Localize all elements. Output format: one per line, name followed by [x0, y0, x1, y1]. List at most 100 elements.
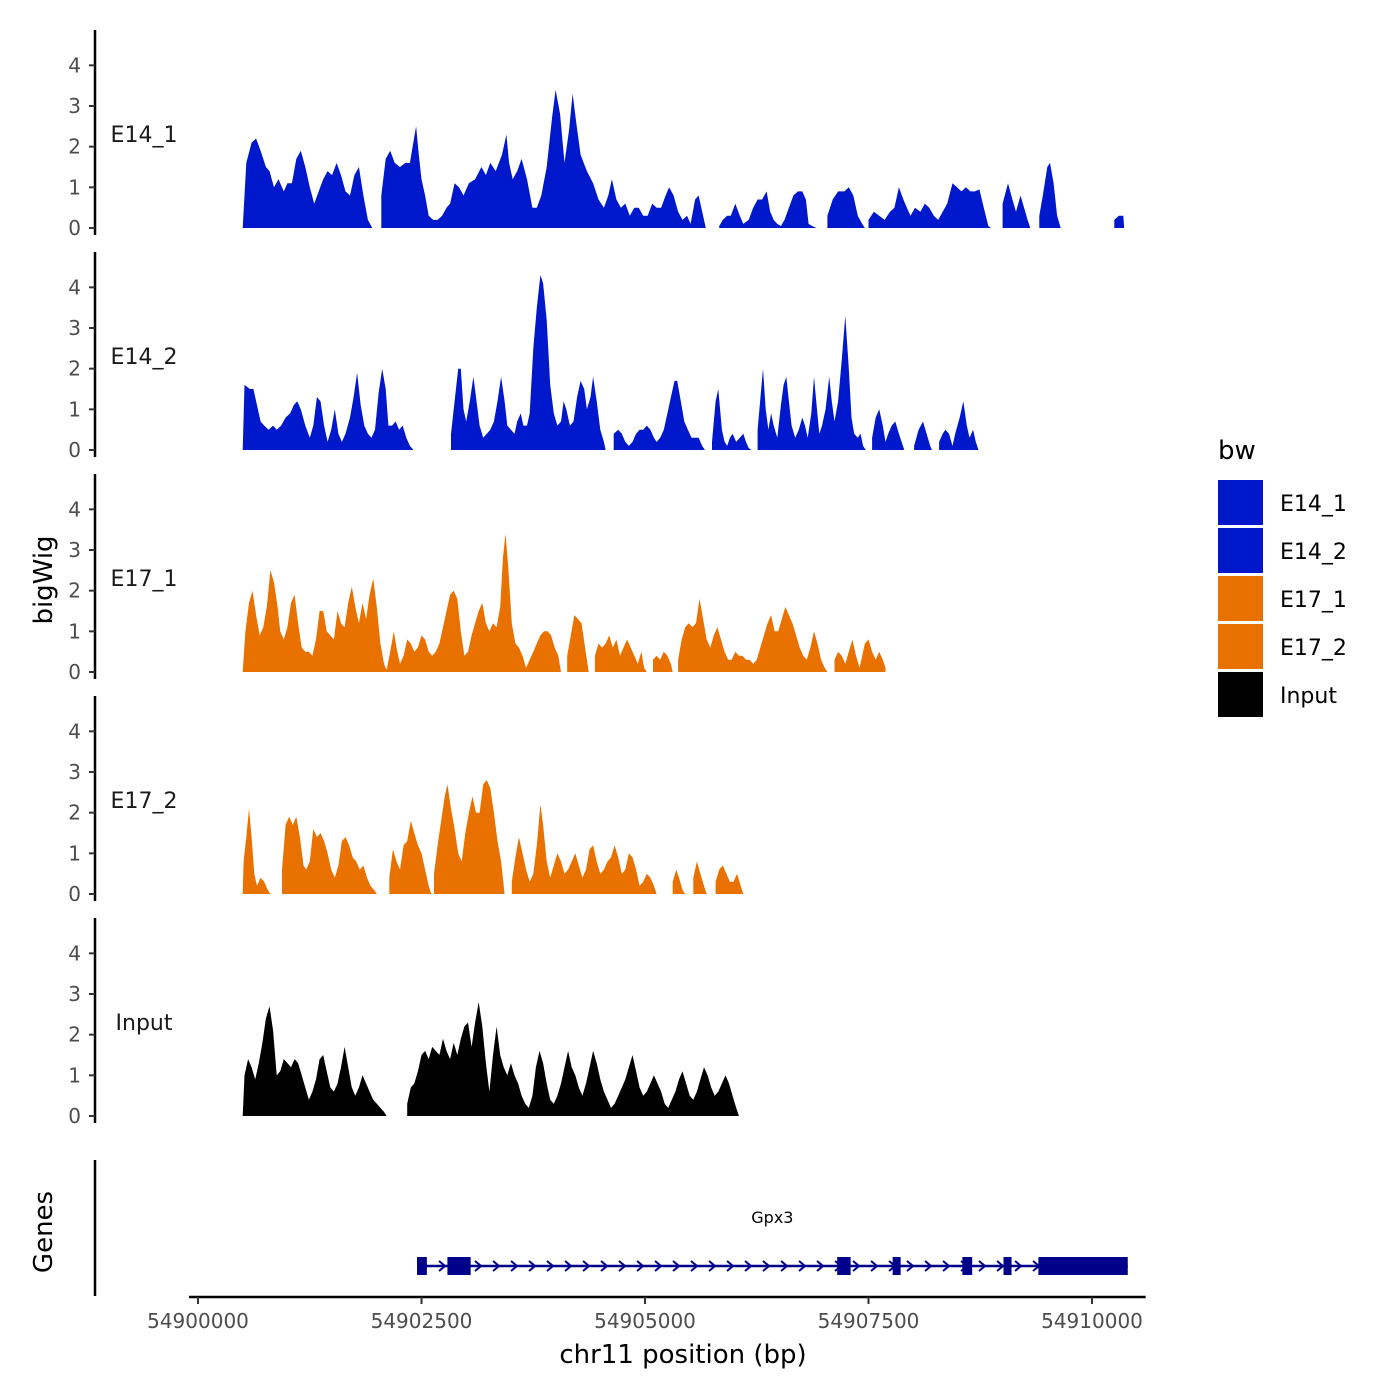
x-tick-label: 54910000: [1041, 1309, 1143, 1333]
track-Input: 0 1 2 3 4 Input: [68, 918, 739, 1128]
strand-arrow: [438, 1260, 447, 1272]
y-tick-label: 1: [68, 619, 81, 643]
y-tick-label: 4: [68, 719, 81, 743]
track-E14_1: 0 1 2 3 4 E14_1: [68, 30, 1125, 240]
track-label: E14_2: [111, 345, 178, 370]
legend-label: E14_2: [1280, 540, 1347, 565]
x-tick-label: 54905000: [594, 1309, 696, 1333]
strand-arrow: [924, 1260, 933, 1272]
coverage-area-Input: [242, 1002, 739, 1116]
coverage-area-E14_1: [242, 89, 1125, 228]
legend-key-E14_1: [1218, 480, 1263, 525]
gene-track: Gpx3: [93, 1160, 1128, 1296]
strand-arrow: [780, 1260, 789, 1272]
y-tick-label: 1: [68, 1063, 81, 1087]
track-label: E17_1: [111, 567, 178, 592]
coverage-tracks: 0 1 2 3 4 E14_1 0 1 2 3 4 E14_2 0 1 2 3 4 E17_1 0 1 2 3 4 E17_2…: [68, 30, 1125, 1128]
track-E17_1: 0 1 2 3 4 E17_1: [68, 474, 886, 684]
legend-key-Input: [1218, 672, 1263, 717]
strand-arrow: [690, 1260, 699, 1272]
y-axis-title-bigwig: bigWig: [29, 535, 59, 624]
gene-name-label: Gpx3: [751, 1208, 793, 1227]
legend-key-E17_2: [1218, 624, 1263, 669]
strand-arrow: [978, 1260, 987, 1272]
strand-arrow: [672, 1260, 681, 1272]
exon-block: [417, 1257, 427, 1275]
exon-block: [1003, 1257, 1012, 1275]
legend-label: Input: [1280, 684, 1337, 709]
y-tick-label: 1: [68, 175, 81, 199]
strand-arrow: [636, 1260, 645, 1272]
strand-arrow: [708, 1260, 717, 1272]
x-tick-label: 54900000: [147, 1309, 249, 1333]
track-label: E17_2: [111, 789, 178, 814]
strand-arrow: [654, 1260, 663, 1272]
coverage-area-E14_2: [242, 275, 979, 450]
strand-arrow: [474, 1260, 483, 1272]
strand-arrow: [1014, 1260, 1023, 1272]
strand-arrow: [618, 1260, 627, 1272]
y-tick-label: 2: [68, 1023, 81, 1047]
strand-arrow: [546, 1260, 555, 1272]
y-tick-label: 2: [68, 357, 81, 381]
legend-label: E17_2: [1280, 636, 1347, 661]
x-axis: 54900000 54902500 54905000 54907500 54910000: [147, 1295, 1146, 1333]
y-tick-label: 3: [68, 760, 81, 784]
gene-Gpx3: Gpx3: [417, 1208, 1128, 1275]
strand-arrow: [798, 1260, 807, 1272]
legend-key-E17_1: [1218, 576, 1263, 621]
legend-key-E14_2: [1218, 528, 1263, 573]
y-tick-label: 2: [68, 801, 81, 825]
track-label: Input: [116, 1011, 173, 1036]
legend-label: E14_1: [1280, 492, 1347, 517]
coverage-area-E17_2: [242, 780, 744, 894]
exon-block: [892, 1257, 901, 1275]
exon-block: [447, 1257, 471, 1275]
y-tick-label: 2: [68, 579, 81, 603]
exon-block: [962, 1257, 973, 1275]
y-tick-label: 3: [68, 982, 81, 1006]
y-tick-label: 2: [68, 135, 81, 159]
strand-arrow: [528, 1260, 537, 1272]
strand-arrow: [762, 1260, 771, 1272]
legend-label: E17_1: [1280, 588, 1347, 613]
track-label: E14_1: [111, 123, 178, 148]
track-E17_2: 0 1 2 3 4 E17_2: [68, 696, 744, 906]
strand-arrow: [582, 1260, 591, 1272]
y-tick-label: 3: [68, 316, 81, 340]
strand-arrow: [996, 1260, 1005, 1272]
legend: bw E14_1 E14_2 E17_1 E17_2 Input: [1218, 436, 1347, 717]
strand-arrow: [564, 1260, 573, 1272]
y-tick-label: 1: [68, 841, 81, 865]
y-tick-label: 0: [68, 438, 81, 462]
y-tick-label: 4: [68, 53, 81, 77]
strand-arrow: [600, 1260, 609, 1272]
track-E14_2: 0 1 2 3 4 E14_2: [68, 252, 979, 462]
y-tick-label: 4: [68, 497, 81, 521]
strand-arrow: [942, 1260, 951, 1272]
y-tick-label: 0: [68, 660, 81, 684]
y-tick-label: 0: [68, 216, 81, 240]
y-tick-label: 3: [68, 94, 81, 118]
y-tick-label: 4: [68, 941, 81, 965]
y-tick-label: 3: [68, 538, 81, 562]
legend-title: bw: [1218, 436, 1256, 466]
strand-arrow: [726, 1260, 735, 1272]
strand-arrow: [510, 1260, 519, 1272]
y-tick-label: 4: [68, 275, 81, 299]
y-tick-label: 1: [68, 397, 81, 421]
strand-arrow: [870, 1260, 879, 1272]
strand-arrow: [816, 1260, 825, 1272]
x-tick-label: 54902500: [371, 1309, 473, 1333]
x-tick-label: 54907500: [818, 1309, 920, 1333]
exon-block: [1038, 1257, 1128, 1275]
y-tick-label: 0: [68, 882, 81, 906]
strand-arrow: [852, 1260, 861, 1272]
strand-arrow: [744, 1260, 753, 1272]
x-axis-title: chr11 position (bp): [559, 1340, 806, 1370]
strand-arrow: [492, 1260, 501, 1272]
strand-arrow: [906, 1260, 915, 1272]
y-tick-label: 0: [68, 1104, 81, 1128]
exon-block: [837, 1257, 851, 1275]
